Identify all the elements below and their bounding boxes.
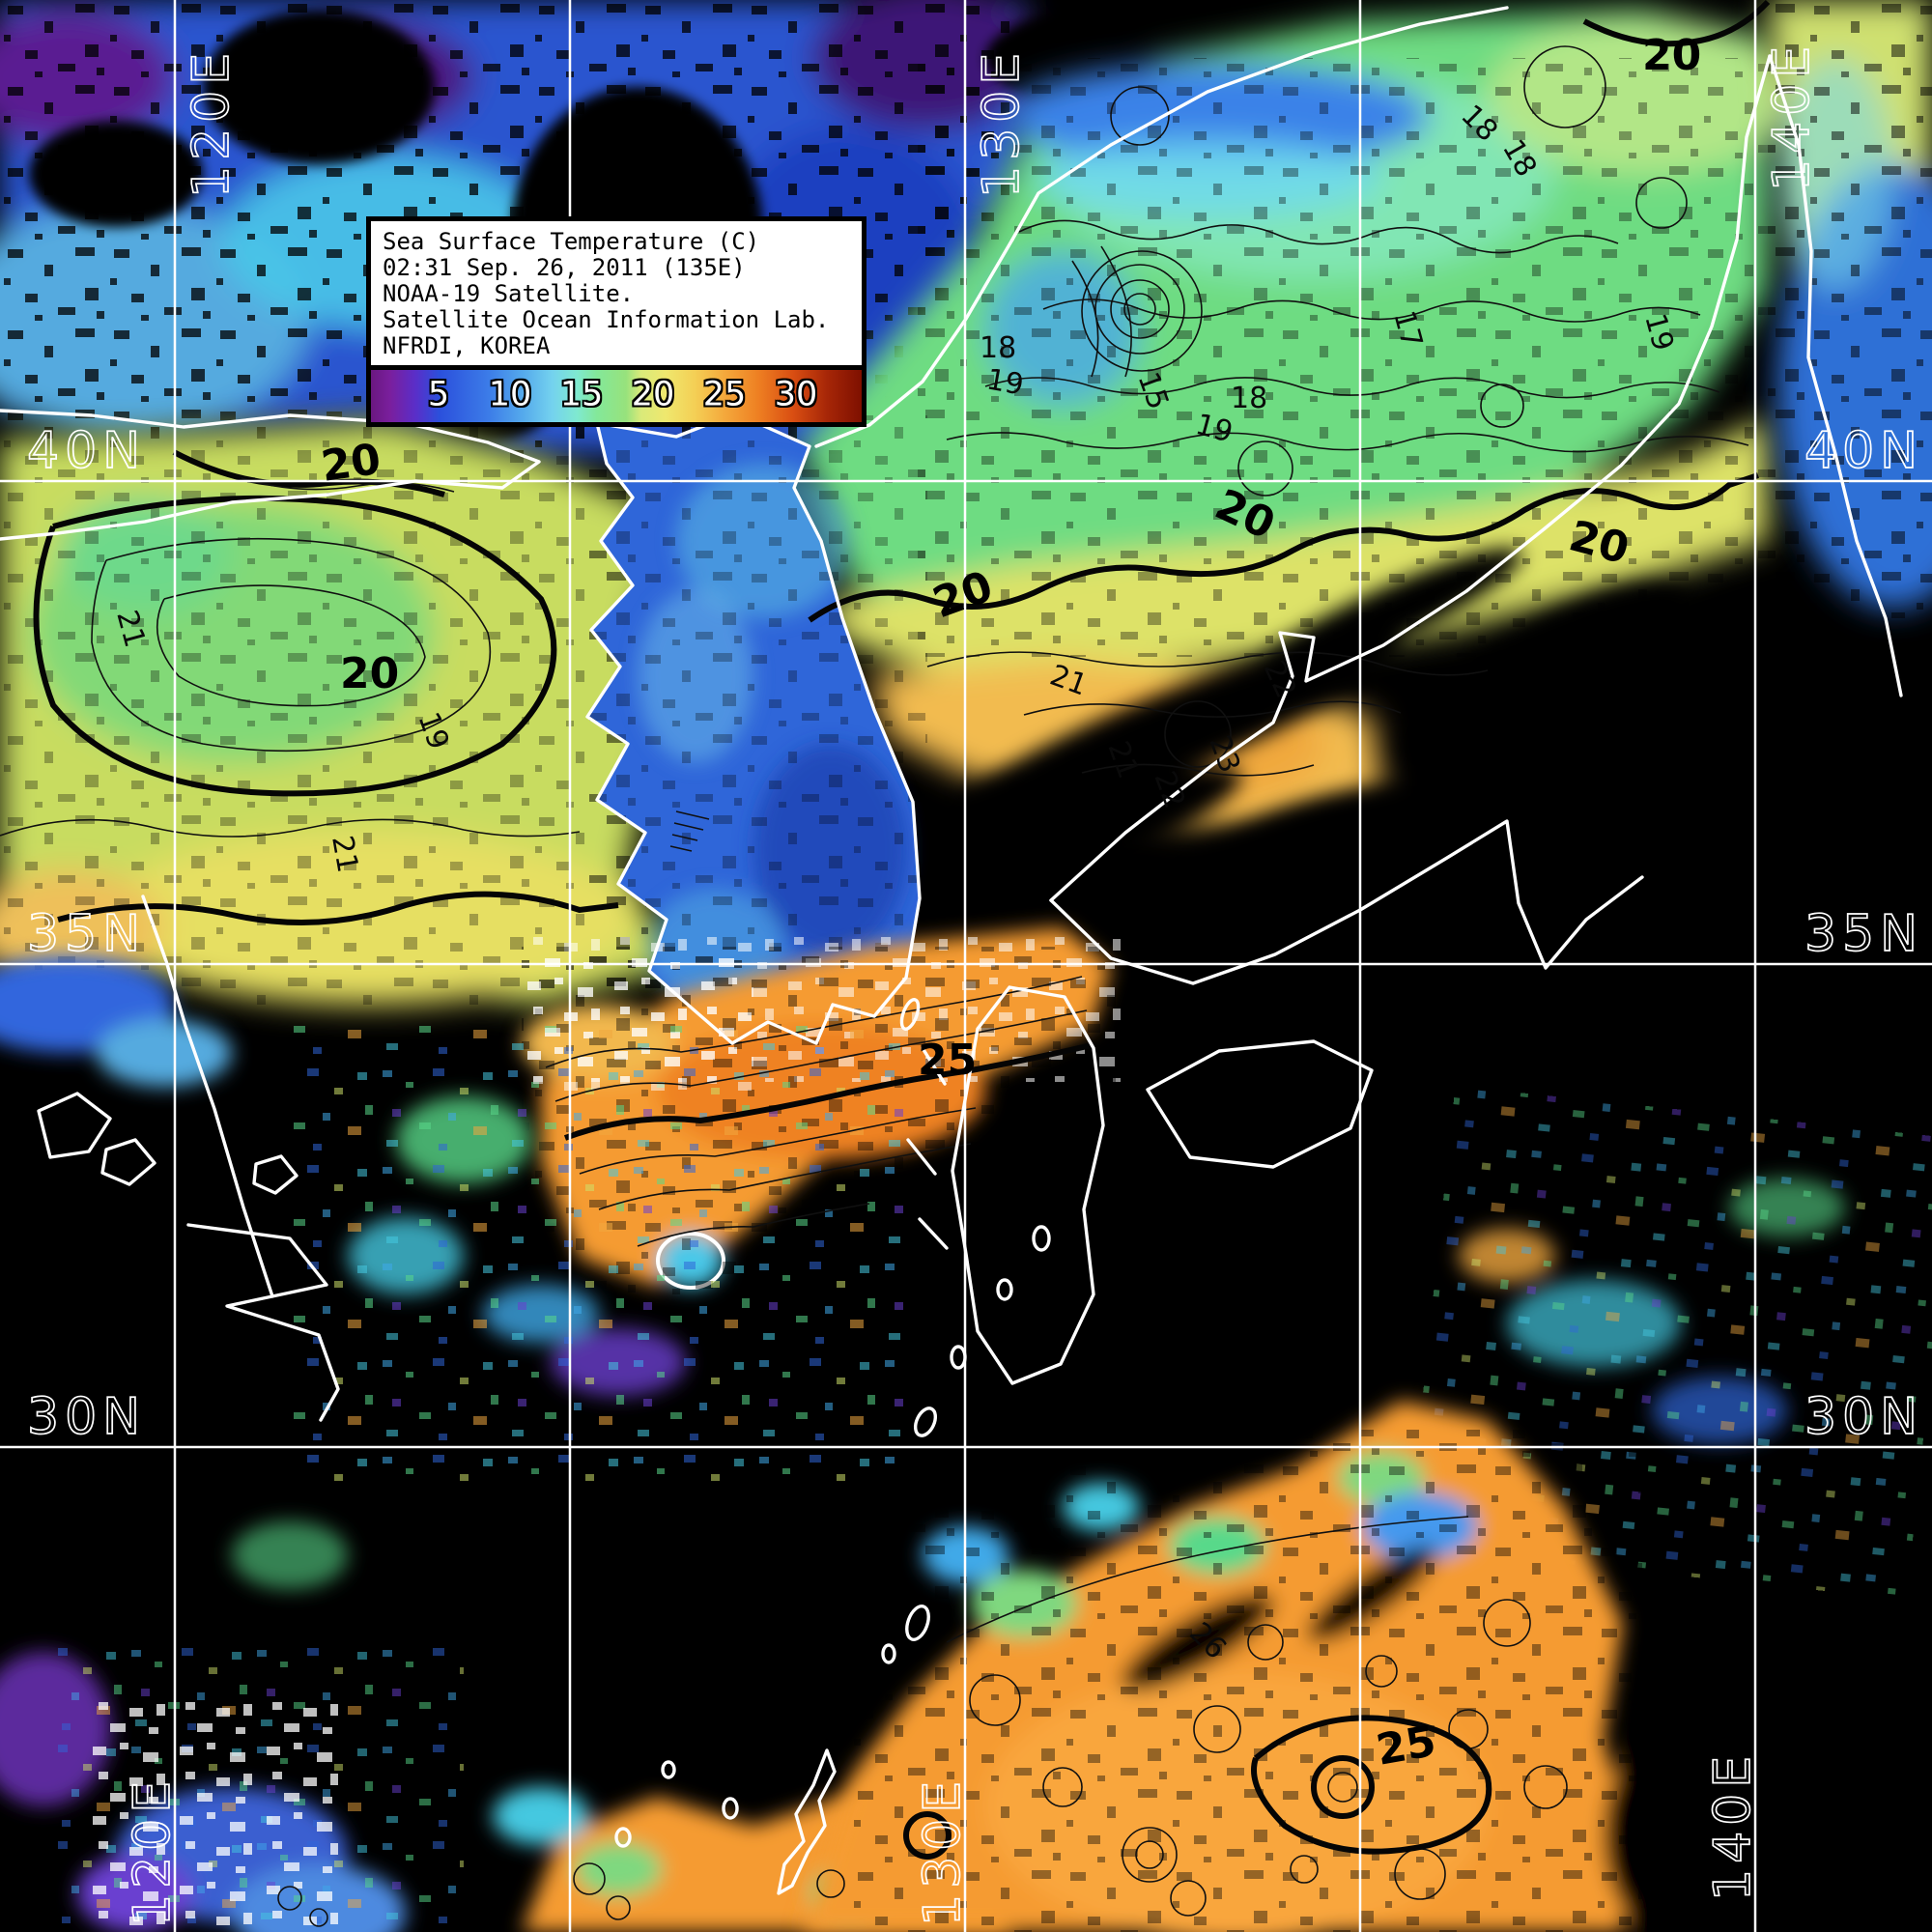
warm-mass-cloud-speckle (850, 1430, 1642, 1932)
title-box: Sea Surface Temperature (C) 02:31 Sep. 2… (371, 221, 862, 365)
agency-name: NFRDI, KOREA (383, 332, 551, 359)
contour-label: 18 (1231, 382, 1267, 415)
honshu-northeast-coastline (1768, 54, 1903, 697)
honshu-north-coastline (1049, 54, 1772, 902)
kyushu-west-islands (906, 1046, 949, 1250)
okinawa-island-chain (614, 1225, 1051, 1895)
contour-label: 20 (318, 435, 384, 492)
legend-panel: Sea Surface Temperature (C) 02:31 Sep. 2… (366, 216, 867, 427)
map-datetime: 02:31 Sep. 26, 2011 (135E) (383, 254, 746, 281)
meridian-label-120e-bottom: 120E (124, 1776, 182, 1926)
contour-label: 21 (325, 833, 364, 875)
map-title: Sea Surface Temperature (C) (383, 228, 760, 255)
meridian-label-130e-top: 130E (973, 47, 1031, 198)
contour-label: 20 (340, 649, 399, 698)
contour-label: 25 (1373, 1717, 1439, 1776)
colorbar-tick-30: 30 (774, 375, 818, 414)
meridian-label-140e-bottom: 140E (1704, 1750, 1762, 1901)
meridian-label-140e-top: 140E (1763, 41, 1821, 191)
parallel-label-30n-right: 30N (1804, 1388, 1923, 1446)
satellite-name: NOAA-19 Satellite. (383, 280, 635, 307)
colorbar-tick-25: 25 (702, 375, 747, 414)
meridian-label-130e-bottom: 130E (914, 1776, 972, 1926)
china-coastal-islands (37, 1092, 298, 1195)
parallel-label-35n-right: 35N (1804, 905, 1923, 963)
contour-label: 18 (980, 331, 1016, 365)
parallel-label-30n-left: 30N (27, 1388, 146, 1446)
parallel-label-35n-left: 35N (27, 905, 146, 963)
primorye-coastline (1010, 6, 1509, 242)
colorbar-tick-20: 20 (631, 375, 675, 414)
colorbar-tick-5: 5 (427, 375, 450, 414)
china-south-coastline (141, 895, 340, 1422)
shandong-coastline (0, 409, 541, 541)
contour-label: 25 (918, 1036, 977, 1085)
grid-labels: 120E 130E 140E 120E 130E 140E 40N 35N 30… (26, 40, 1923, 1927)
colorbar-tick-15: 15 (559, 375, 604, 414)
contour-label: 20 (1642, 31, 1701, 80)
tsushima-island-outline (899, 998, 921, 1031)
contour-label: 19 (984, 362, 1027, 402)
lab-name: Satellite Ocean Information Lab. (383, 306, 830, 333)
northkorea-east-coastline (814, 238, 1014, 448)
meridian-label-120e-top: 120E (183, 47, 241, 198)
parallel-label-40n-left: 40N (27, 422, 146, 480)
colorbar-tick-10: 10 (488, 375, 532, 414)
east-sea-cloud-speckle (918, 58, 1768, 657)
parallel-label-40n-right: 40N (1804, 422, 1923, 480)
seto-inland-coastline (1049, 819, 1644, 985)
temperature-colorbar: 5 10 15 20 25 30 (371, 365, 862, 422)
korea-coastline (585, 412, 922, 1045)
